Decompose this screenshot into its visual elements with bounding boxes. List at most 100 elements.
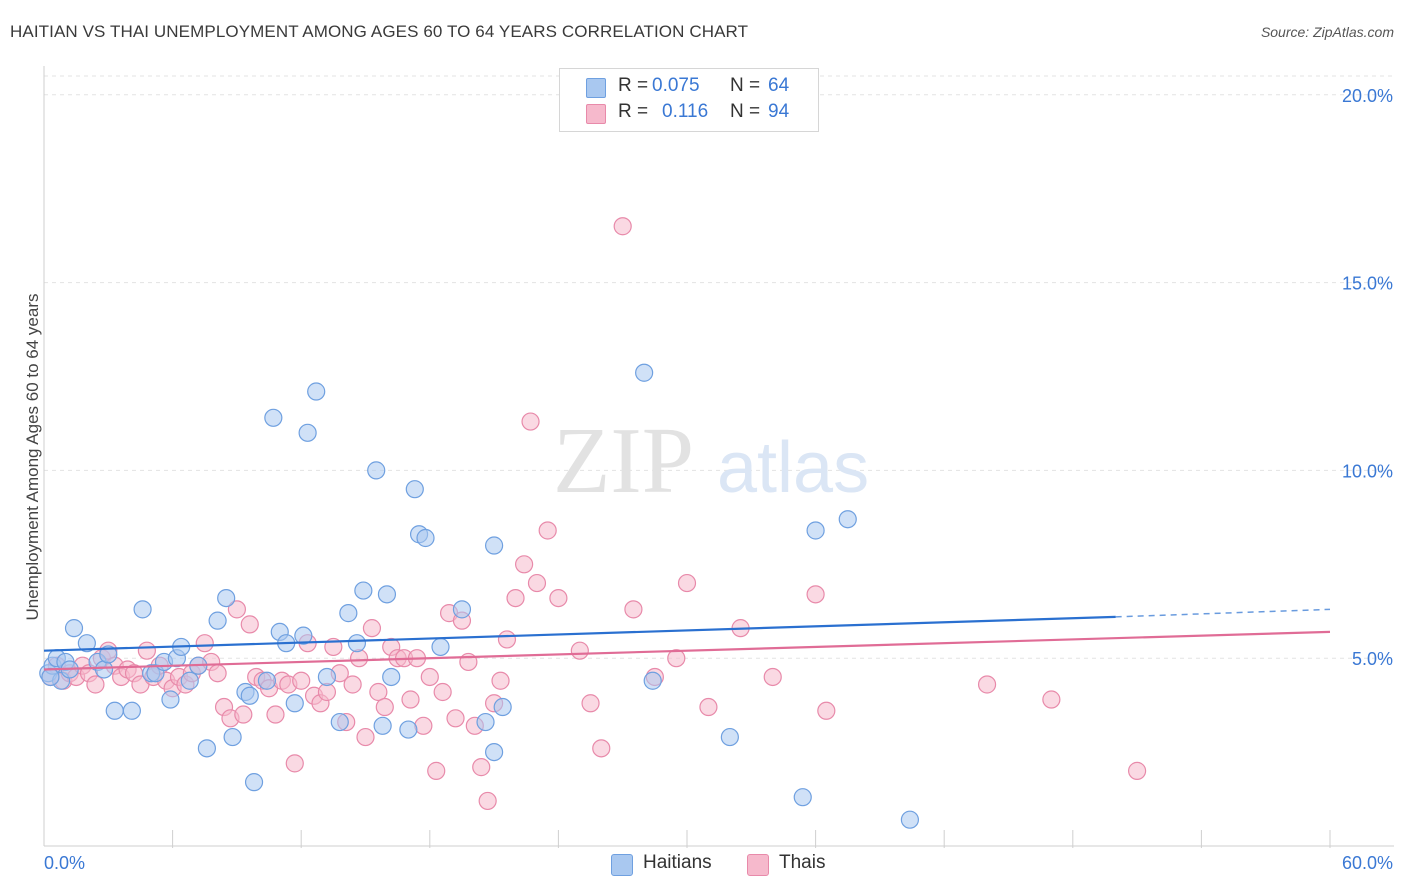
- point-thais: [549, 588, 568, 608]
- point-thais: [624, 600, 643, 619]
- point-thais: [763, 667, 782, 687]
- watermark-zip: ZIP: [553, 409, 694, 513]
- point-haitians: [285, 694, 304, 713]
- point-haitians: [643, 671, 662, 690]
- point-thais: [506, 588, 525, 608]
- point-haitians: [720, 727, 739, 747]
- point-haitians: [373, 716, 392, 735]
- point-haitians: [339, 604, 358, 623]
- series-haitians: [39, 363, 920, 829]
- y-tick-label: 20.0%: [1342, 86, 1393, 106]
- point-haitians: [298, 423, 317, 442]
- point-haitians: [485, 742, 504, 762]
- point-haitians: [806, 521, 825, 540]
- watermark: ZIP atlas: [553, 409, 869, 513]
- point-thais: [234, 705, 253, 724]
- point-thais: [677, 573, 697, 593]
- source-credit: Source: ZipAtlas.com: [1260, 24, 1394, 40]
- point-thais: [613, 217, 632, 236]
- point-thais: [427, 761, 446, 780]
- point-haitians: [99, 645, 118, 664]
- point-haitians: [94, 660, 114, 679]
- y-tick-labels: 5.0% 10.0% 15.0% 20.0%: [1342, 86, 1393, 669]
- series-thais: [41, 217, 1147, 811]
- point-haitians: [223, 727, 242, 747]
- point-thais: [292, 671, 311, 690]
- point-haitians: [431, 637, 450, 657]
- trend-line-haitians-extension: [1115, 608, 1331, 618]
- legend-n-value: 94: [768, 101, 790, 122]
- point-haitians: [317, 667, 337, 687]
- legend-n-label: N =: [730, 75, 761, 96]
- point-thais: [592, 739, 611, 758]
- point-haitians: [485, 536, 504, 555]
- point-haitians: [838, 510, 857, 529]
- point-haitians: [377, 585, 397, 604]
- point-thais: [240, 615, 259, 634]
- point-haitians: [240, 686, 259, 705]
- point-thais: [137, 641, 156, 660]
- point-thais: [420, 667, 439, 687]
- point-haitians: [493, 697, 512, 717]
- point-thais: [86, 675, 105, 694]
- point-haitians: [180, 671, 199, 690]
- y-tick-label: 10.0%: [1342, 461, 1393, 481]
- point-haitians: [635, 363, 654, 382]
- point-thais: [266, 705, 285, 724]
- point-thais: [195, 634, 214, 653]
- point-haitians: [382, 667, 401, 687]
- point-haitians: [452, 600, 472, 619]
- point-thais: [227, 600, 246, 619]
- point-haitians: [64, 619, 84, 638]
- point-thais: [285, 754, 304, 773]
- point-thais: [570, 641, 589, 660]
- trend-line-haitians: [43, 615, 1116, 652]
- point-haitians: [217, 588, 236, 608]
- watermark-atlas: atlas: [717, 428, 869, 508]
- point-haitians: [900, 810, 920, 829]
- point-haitians: [105, 701, 124, 720]
- point-thais: [356, 727, 375, 747]
- point-haitians: [367, 461, 386, 480]
- point-haitians: [793, 788, 812, 807]
- point-thais: [817, 701, 836, 720]
- legend-n-label: N =: [730, 101, 761, 122]
- bottom-swatch-thais: [747, 854, 769, 876]
- axes: [43, 66, 1394, 848]
- point-haitians: [257, 671, 277, 690]
- point-haitians: [405, 480, 424, 499]
- point-thais: [538, 521, 557, 540]
- legend-r-label: R =: [618, 75, 649, 96]
- point-haitians: [244, 773, 264, 792]
- point-haitians: [399, 720, 418, 739]
- point-thais: [977, 675, 997, 694]
- bottom-swatch-haitians: [611, 854, 633, 876]
- legend-n-value: 64: [768, 75, 790, 96]
- point-haitians: [416, 528, 435, 548]
- legend-swatch-thais: [586, 104, 606, 124]
- point-haitians: [208, 611, 227, 630]
- point-haitians: [161, 690, 180, 709]
- point-haitians: [330, 712, 349, 732]
- y-tick-label: 15.0%: [1342, 274, 1393, 294]
- point-thais: [446, 709, 465, 728]
- point-thais: [369, 682, 388, 702]
- point-haitians: [264, 408, 283, 427]
- point-thais: [208, 664, 227, 683]
- point-haitians: [294, 626, 313, 645]
- x-tick-label-max: 60.0%: [1342, 853, 1393, 873]
- correlation-legend: R = 0.075 N = 64 R = 0.116 N = 94: [559, 68, 819, 132]
- point-haitians: [133, 600, 152, 619]
- point-thais: [401, 690, 420, 709]
- point-haitians: [307, 382, 326, 401]
- legend-r-label: R =: [618, 101, 649, 122]
- point-thais: [581, 694, 600, 713]
- grid-lines: [44, 75, 1394, 659]
- x-tick-label-min: 0.0%: [44, 853, 85, 873]
- point-haitians: [77, 634, 96, 653]
- point-thais: [699, 697, 718, 717]
- point-thais: [497, 630, 517, 649]
- point-thais: [362, 619, 382, 638]
- point-thais: [472, 758, 491, 777]
- point-thais: [521, 412, 540, 431]
